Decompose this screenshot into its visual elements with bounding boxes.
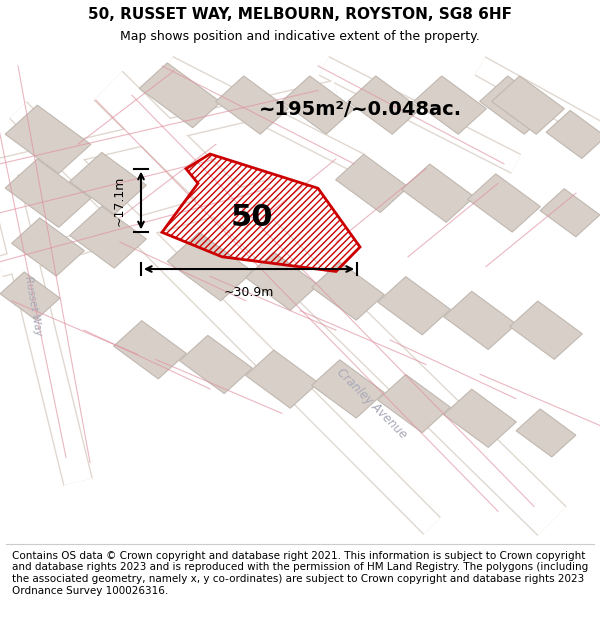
Text: Map shows position and indicative extent of the property.: Map shows position and indicative extent… [120, 31, 480, 43]
Polygon shape [245, 252, 319, 311]
Text: 50: 50 [231, 203, 273, 232]
Polygon shape [347, 76, 421, 134]
Polygon shape [516, 409, 576, 457]
Polygon shape [413, 76, 487, 134]
Polygon shape [167, 232, 253, 301]
Polygon shape [479, 76, 553, 134]
Polygon shape [401, 164, 475, 222]
Polygon shape [443, 389, 517, 448]
Text: ~17.1m: ~17.1m [113, 176, 126, 226]
Text: Contains OS data © Crown copyright and database right 2021. This information is : Contains OS data © Crown copyright and d… [12, 551, 588, 596]
Polygon shape [467, 174, 541, 232]
Polygon shape [245, 350, 319, 408]
Polygon shape [5, 105, 91, 174]
Polygon shape [491, 76, 565, 134]
Polygon shape [281, 76, 355, 134]
Text: ~195m²/~0.048ac.: ~195m²/~0.048ac. [259, 101, 461, 119]
Polygon shape [11, 218, 85, 276]
Polygon shape [215, 76, 289, 134]
Text: ~30.9m: ~30.9m [224, 286, 274, 299]
Polygon shape [377, 374, 451, 432]
Polygon shape [509, 301, 583, 359]
Polygon shape [335, 154, 409, 212]
Polygon shape [377, 277, 451, 335]
Polygon shape [179, 336, 253, 394]
Polygon shape [0, 272, 60, 320]
Polygon shape [113, 321, 187, 379]
Text: Cranley Avenue: Cranley Avenue [334, 366, 410, 441]
Polygon shape [546, 111, 600, 159]
Polygon shape [5, 159, 91, 228]
Polygon shape [311, 262, 385, 320]
Polygon shape [540, 189, 600, 237]
Text: 50, RUSSET WAY, MELBOURN, ROYSTON, SG8 6HF: 50, RUSSET WAY, MELBOURN, ROYSTON, SG8 6… [88, 7, 512, 22]
Polygon shape [443, 291, 517, 349]
Polygon shape [139, 63, 221, 128]
Polygon shape [70, 206, 146, 268]
Polygon shape [70, 152, 146, 214]
Polygon shape [311, 360, 385, 418]
Text: Russet Way: Russet Way [23, 275, 43, 336]
